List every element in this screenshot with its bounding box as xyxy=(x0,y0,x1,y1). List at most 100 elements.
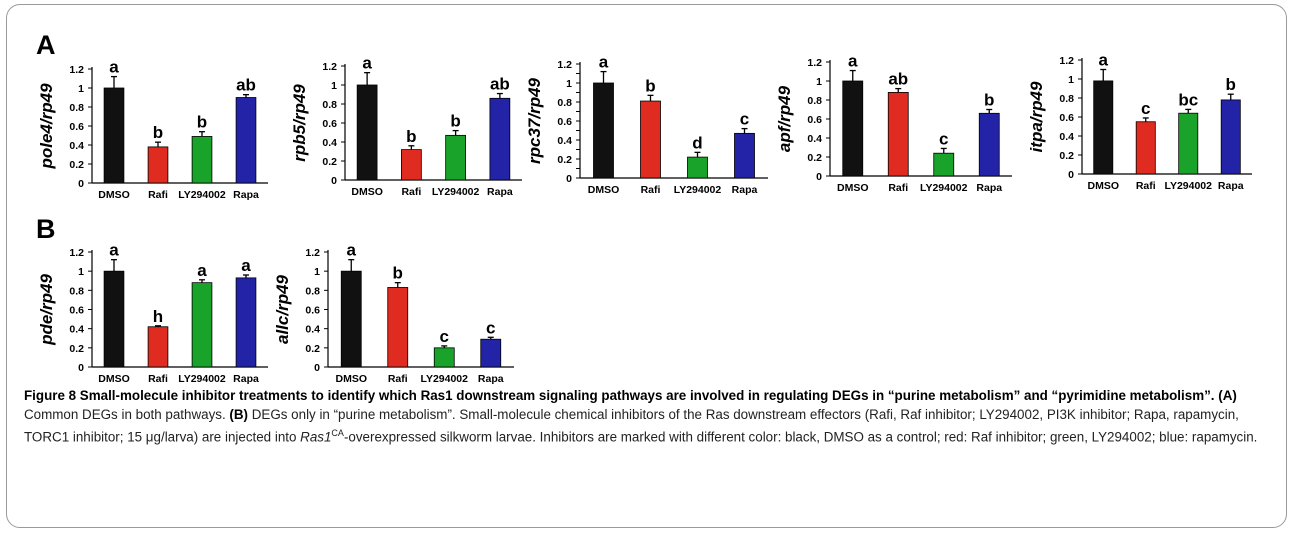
bar xyxy=(842,80,864,177)
y-axis-label: pde/rp49 xyxy=(37,274,56,346)
y-axis-label: rpc37/rp49 xyxy=(525,77,544,164)
significance-letter: a xyxy=(197,261,207,280)
bar xyxy=(356,84,378,181)
x-tick-label: Rafi xyxy=(641,184,661,196)
y-tick-label: 1 xyxy=(78,266,84,278)
bar xyxy=(1178,112,1199,175)
y-tick-label: 0.4 xyxy=(305,324,320,336)
significance-letter: a xyxy=(599,53,609,72)
x-tick-label: DMSO xyxy=(1088,180,1120,192)
bar xyxy=(480,338,502,368)
bar xyxy=(191,282,213,368)
panel-label-a: A xyxy=(36,30,56,60)
x-tick-label: Rapa xyxy=(1218,180,1244,192)
y-tick-label: 1.2 xyxy=(1059,55,1074,67)
x-tick-label: LY294002 xyxy=(178,373,226,385)
bar xyxy=(103,87,125,184)
y-axis-label: apf/rp49 xyxy=(775,85,794,152)
x-tick-label: DMSO xyxy=(588,184,620,196)
significance-letter: a xyxy=(109,58,119,77)
significance-letter: c xyxy=(486,318,495,337)
y-tick-label: 0.8 xyxy=(322,99,337,111)
caption-rest: -overexpressed silkworm larvae. Inhibito… xyxy=(343,429,1258,445)
x-tick-label: Rapa xyxy=(233,373,259,385)
y-tick-label: 0 xyxy=(78,362,84,374)
y-tick-label: 0 xyxy=(314,362,320,374)
y-tick-label: 0.2 xyxy=(807,152,822,164)
significance-letter: ab xyxy=(490,75,510,94)
chart-2: 0 0.2 0.4 0.6 0.8 1 1.2 rpb5/rp49 a DMSO b Rafi b LY2… xyxy=(290,54,522,198)
y-tick-label: 1.2 xyxy=(322,61,337,73)
y-axis-label: rpb5/rp49 xyxy=(290,84,309,162)
y-tick-label: 0.8 xyxy=(305,285,320,297)
x-tick-label: Rapa xyxy=(732,184,758,196)
caption-part-a-label: (A) xyxy=(1218,388,1237,403)
significance-letter: b xyxy=(197,113,207,132)
significance-letter: c xyxy=(740,110,749,129)
bar xyxy=(1220,99,1241,175)
y-tick-label: 0.4 xyxy=(557,135,572,147)
y-tick-label: 0.6 xyxy=(305,305,320,317)
y-tick-label: 0.8 xyxy=(557,97,572,109)
x-tick-label: LY294002 xyxy=(421,373,469,385)
bar xyxy=(978,112,1000,177)
significance-letter: h xyxy=(153,307,163,326)
bar xyxy=(1135,121,1156,175)
y-tick-label: 0.4 xyxy=(807,133,822,145)
y-tick-label: 0.4 xyxy=(322,137,337,149)
y-tick-label: 1 xyxy=(78,83,84,95)
bar xyxy=(235,97,257,184)
bar xyxy=(489,97,511,181)
y-tick-label: 1.2 xyxy=(69,247,84,259)
chart-7: 0 0.2 0.4 0.6 0.8 1 1.2 allc/rp49 a DMSO b Rafi c LY2… xyxy=(273,241,514,385)
panel-label-b: B xyxy=(36,214,56,244)
significance-letter: c xyxy=(1141,99,1150,118)
y-tick-label: 0.8 xyxy=(807,95,822,107)
significance-letter: b xyxy=(645,76,655,95)
bar xyxy=(235,277,257,368)
y-tick-label: 1.2 xyxy=(305,247,320,259)
significance-letter: c xyxy=(939,129,948,148)
x-tick-label: Rafi xyxy=(148,373,168,385)
x-tick-label: DMSO xyxy=(98,189,130,201)
significance-letter: ab xyxy=(236,76,256,95)
y-tick-label: 0.8 xyxy=(1059,93,1074,105)
significance-letter: b xyxy=(1226,75,1236,94)
x-tick-label: Rafi xyxy=(888,182,908,194)
y-tick-label: 0.6 xyxy=(69,305,84,317)
y-tick-label: 0.4 xyxy=(69,140,84,152)
y-tick-label: 0 xyxy=(566,173,572,185)
y-tick-label: 0.2 xyxy=(322,156,337,168)
bar xyxy=(687,156,708,179)
y-tick-label: 1.2 xyxy=(69,64,84,76)
charts-group: 0 0.2 0.4 0.6 0.8 1 1.2 pole4/rp49 a DMSO b Rafi b LY… xyxy=(37,51,1252,385)
y-tick-label: 0.4 xyxy=(1059,131,1074,143)
bar xyxy=(593,82,614,179)
caption-title: Figure 8 Small-molecule inhibitor treatm… xyxy=(24,388,1215,403)
x-tick-label: Rafi xyxy=(401,186,421,198)
bar xyxy=(387,287,409,368)
caption-gene: Ras1 xyxy=(300,429,332,445)
y-tick-label: 0.2 xyxy=(69,343,84,355)
y-tick-label: 1 xyxy=(816,76,822,88)
y-axis-label: allc/rp49 xyxy=(273,274,292,344)
bar xyxy=(147,326,169,368)
bar xyxy=(887,92,909,177)
bar xyxy=(401,149,422,181)
y-tick-label: 0.2 xyxy=(305,343,320,355)
y-tick-label: 0.6 xyxy=(807,114,822,126)
figure-panels: A B 0 0.2 0.4 0.6 0.8 1 1.2 pole4/rp49 a DMSO b Raf… xyxy=(36,30,1252,385)
bar xyxy=(640,100,661,179)
x-tick-label: LY294002 xyxy=(1165,180,1213,192)
significance-letter: b xyxy=(406,127,416,146)
x-tick-label: Rafi xyxy=(388,373,408,385)
x-tick-label: Rapa xyxy=(233,189,259,201)
caption-part-a-text: Common DEGs in both pathways. xyxy=(24,407,230,422)
y-tick-label: 0.6 xyxy=(557,116,572,128)
figure-frame xyxy=(6,4,1287,528)
significance-letter: c xyxy=(440,327,449,346)
x-tick-label: LY294002 xyxy=(178,189,226,201)
y-tick-label: 0 xyxy=(331,175,337,187)
chart-1: 0 0.2 0.4 0.6 0.8 1 1.2 pole4/rp49 a DMSO b Rafi b LY… xyxy=(37,58,268,201)
y-tick-label: 1 xyxy=(314,266,320,278)
